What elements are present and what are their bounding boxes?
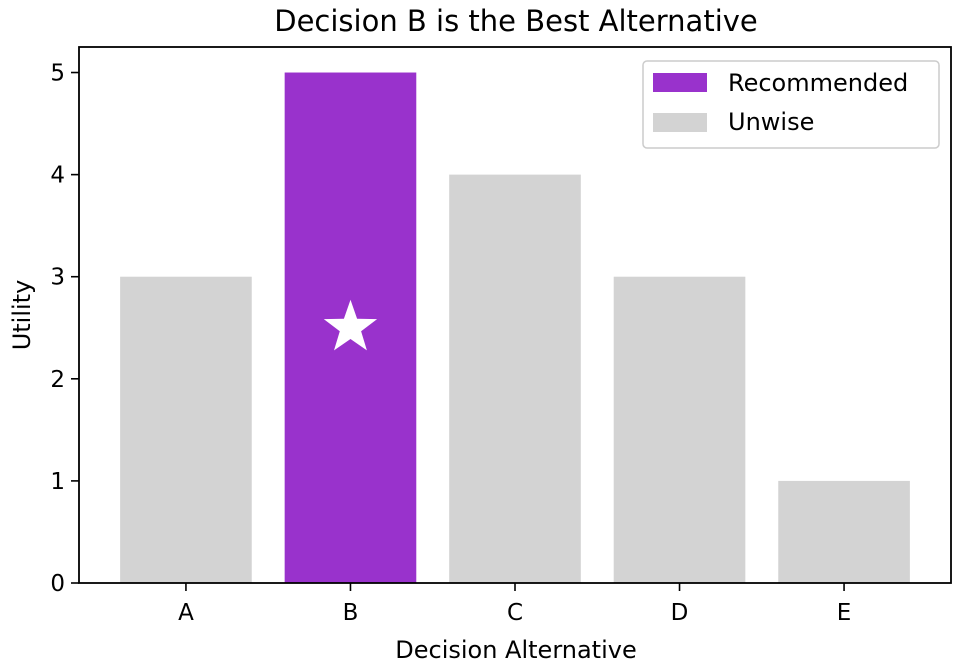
y-tick-label: 1: [50, 469, 65, 495]
star-marker-icon: [323, 299, 378, 351]
chart-title: Decision B is the Best Alternative: [274, 4, 758, 38]
y-tick-label: 5: [50, 61, 65, 87]
y-tick-label: 4: [50, 163, 65, 189]
bar-e: [778, 480, 910, 583]
bars-group: [120, 72, 910, 584]
legend-label-recommended: Recommended: [728, 69, 908, 97]
x-tick-label-c: C: [507, 600, 523, 626]
y-tick-label: 0: [50, 571, 65, 597]
legend-swatch-unwise: [653, 113, 707, 132]
x-axis-label: Decision Alternative: [395, 636, 636, 664]
bar-a: [120, 276, 252, 583]
legend-box: [642, 60, 940, 149]
legend-swatch-recommended: [653, 73, 707, 92]
x-tick-label-a: A: [178, 600, 194, 626]
y-tick-label: 2: [50, 367, 65, 393]
bar-c: [449, 174, 581, 583]
x-tick-label-d: D: [671, 600, 689, 626]
annotation-layer: [323, 299, 378, 351]
y-axis-label: Utility: [8, 280, 36, 351]
bar-d: [613, 276, 746, 583]
x-tick-label-e: E: [837, 600, 852, 626]
y-tick-label: 3: [50, 265, 65, 291]
legend: Recommended Unwise: [642, 60, 940, 149]
legend-label-unwise: Unwise: [728, 108, 814, 136]
x-tick-label-b: B: [343, 600, 359, 626]
x-axis: A B C D E: [178, 583, 851, 626]
y-axis: 0 1 2 3 4 5: [50, 61, 79, 597]
